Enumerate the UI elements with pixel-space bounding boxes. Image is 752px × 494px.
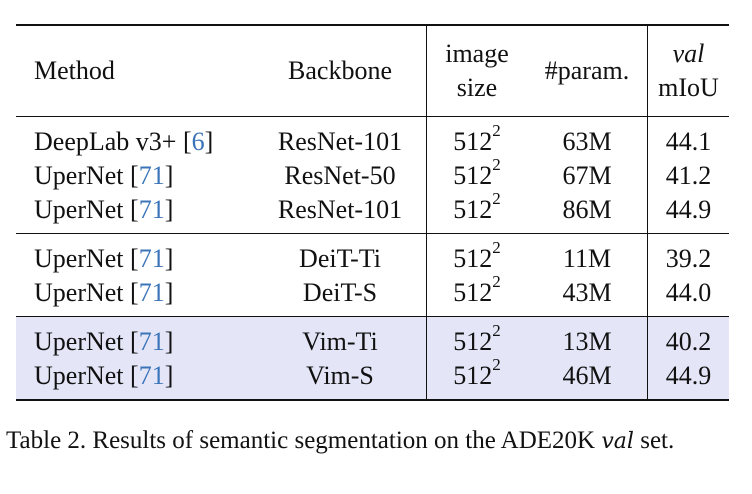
cell-method: UperNet [71] (34, 161, 174, 190)
cell-image-size: 5122 (426, 273, 527, 317)
cell-method: DeepLab v3+ [6] (34, 127, 214, 156)
cell-method: UperNet [71] (34, 278, 174, 307)
cell-image-size: 5122 (426, 233, 527, 276)
image-size-exponent: 2 (492, 121, 501, 141)
cell-method: UperNet [71] (16, 359, 254, 400)
header-backbone: Backbone (288, 56, 392, 85)
method-name: UperNet (34, 244, 124, 273)
cell-params: 46M (527, 359, 648, 400)
cell-image-size: 5122 (426, 116, 527, 159)
cell-miou: 44.9 (647, 193, 729, 234)
table-row: UperNet [71] Vim-S 5122 46M 44.9 (16, 356, 729, 400)
header-miou-line2: mIoU (658, 73, 719, 102)
cell-backbone: DeiT-S (302, 278, 378, 307)
method-name: UperNet (34, 195, 124, 224)
table-body: DeepLab v3+ [6] ResNet-101 5122 63M 44.1 Uper… (16, 116, 729, 400)
image-size-base: 512 (453, 244, 493, 273)
cell-image-size: 5122 (426, 316, 527, 359)
header-image-size-line1: image (445, 39, 509, 68)
image-size-base: 512 (453, 161, 493, 190)
image-size-exponent: 2 (492, 238, 501, 258)
cell-backbone: ResNet-50 (284, 161, 396, 190)
caption-suffix: set. (633, 427, 675, 454)
method-name: DeepLab v3+ (34, 127, 177, 156)
cell-image-size: 5122 (426, 190, 527, 234)
image-size-exponent: 2 (492, 272, 501, 292)
cell-backbone: ResNet-101 (277, 127, 403, 156)
cell-miou: 44.0 (647, 276, 729, 317)
cell-method: UperNet [71] (34, 195, 174, 224)
citation-link[interactable]: 71 (138, 195, 165, 224)
image-size-base: 512 (453, 327, 493, 356)
header-miou-line1: val (672, 39, 705, 68)
header-method: Method (34, 56, 115, 85)
image-size-base: 512 (453, 361, 493, 390)
method-name: UperNet (34, 327, 124, 356)
results-table-container: Method Backbone image size #param. val m… (16, 24, 729, 401)
caption-prefix: Table 2. Results of semantic segmentatio… (6, 427, 602, 454)
cell-image-size: 5122 (426, 156, 527, 193)
table-row: UperNet [71] ResNet-101 5122 86M 44.9 (16, 190, 729, 234)
cell-miou: 44.9 (647, 359, 729, 400)
header-image-size-line2: size (456, 73, 498, 102)
citation-link[interactable]: 71 (138, 278, 165, 307)
header-miou: val mIoU (647, 25, 729, 117)
cell-params: 43M (562, 278, 612, 307)
method-name: UperNet (34, 278, 124, 307)
cell-miou: 40.2 (647, 316, 729, 359)
cell-method: UperNet [71] (16, 316, 254, 359)
image-size-exponent: 2 (492, 189, 501, 209)
cell-backbone: Vim-S (254, 359, 427, 400)
cell-miou: 44.1 (647, 116, 729, 159)
method-name: UperNet (34, 361, 124, 390)
cell-params: 11M (562, 244, 612, 273)
table-row: DeepLab v3+ [6] ResNet-101 5122 63M 44.1 (16, 116, 729, 159)
cell-miou: 41.2 (647, 159, 729, 193)
cell-method: UperNet [71] (34, 244, 174, 273)
citation-link[interactable]: 6 (191, 127, 205, 156)
table-header-row: Method Backbone image size #param. val m… (16, 25, 729, 117)
citation-link[interactable]: 71 (138, 327, 165, 356)
image-size-exponent: 2 (492, 355, 501, 375)
method-name: UperNet (34, 161, 124, 190)
results-table: Method Backbone image size #param. val m… (16, 24, 729, 401)
image-size-base: 512 (453, 195, 493, 224)
image-size-base: 512 (453, 127, 493, 156)
cell-backbone: DeiT-Ti (299, 244, 381, 273)
table-row: UperNet [71] ResNet-50 5122 67M 41.2 (16, 156, 729, 193)
cell-backbone: ResNet-101 (277, 195, 403, 224)
table-row: UperNet [71] DeiT-Ti 5122 11M 39.2 (16, 233, 729, 276)
citation-link[interactable]: 71 (138, 244, 165, 273)
caption-val: val (601, 429, 634, 454)
image-size-base: 512 (453, 278, 493, 307)
table-row: UperNet [71] DeiT-S 5122 43M 44.0 (16, 273, 729, 317)
cell-params: 67M (562, 161, 612, 190)
header-params: #param. (544, 56, 630, 85)
citation-link[interactable]: 71 (138, 161, 165, 190)
cell-image-size: 5122 (426, 356, 527, 400)
table-caption: Table 2. Results of semantic segmentatio… (6, 424, 746, 458)
image-size-exponent: 2 (492, 155, 501, 175)
cell-params: 13M (527, 316, 648, 359)
cell-backbone: Vim-Ti (254, 316, 427, 359)
image-size-exponent: 2 (492, 321, 501, 341)
header-image-size: image size (426, 25, 527, 117)
citation-link[interactable]: 71 (138, 361, 165, 390)
table-row: UperNet [71] Vim-Ti 5122 13M 40.2 (16, 316, 729, 359)
cell-params: 63M (562, 127, 612, 156)
cell-params: 86M (562, 195, 612, 224)
cell-miou: 39.2 (647, 233, 729, 276)
